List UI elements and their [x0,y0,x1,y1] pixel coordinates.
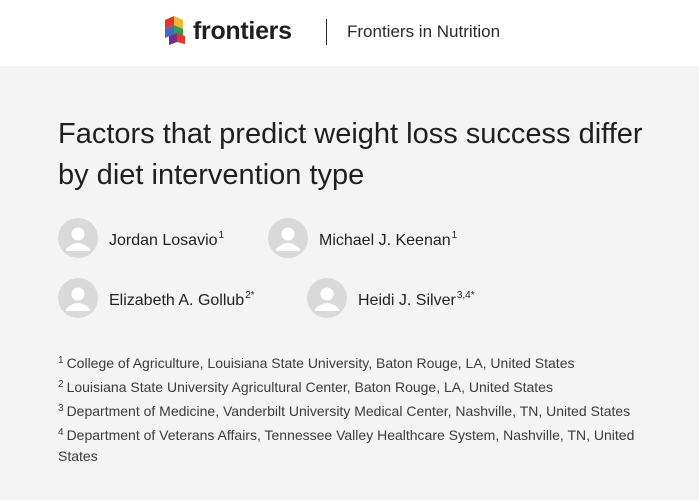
author-affiliation-ref: 1 [218,229,225,241]
author-name[interactable]: Elizabeth A. Gollub2* [109,289,255,309]
author-item[interactable]: Michael J. Keenan1 [268,218,457,258]
author-name[interactable]: Jordan Losavio1 [109,229,225,249]
user-avatar-icon [307,278,347,318]
user-avatar-icon [268,218,308,258]
author-affiliation-ref: 2* [245,289,255,301]
author-item[interactable]: Elizabeth A. Gollub2* [58,278,255,318]
affiliation-item: 4 Department of Veterans Affairs, Tenness… [58,427,635,464]
affiliation-item: 1 College of Agriculture, Louisiana State… [58,355,575,371]
affiliation-item: 3 Department of Medicine, Vanderbilt Univ… [58,403,631,419]
article-title: Factors that predict weight loss success… [58,118,643,191]
author-item[interactable]: Jordan Losavio1 [58,218,224,258]
author-item[interactable]: Heidi J. Silver3,4* [307,278,475,318]
logo-wordmark: frontiers [193,17,292,45]
author-name[interactable]: Michael J. Keenan1 [319,229,458,249]
user-avatar-icon [58,218,98,258]
author-affiliation-ref: 3,4* [456,289,475,301]
site-header: frontiers Frontiers in Nutrition [0,0,699,66]
affiliation-item: 2 Louisiana State University Agricultural… [58,379,553,395]
author-name[interactable]: Heidi J. Silver3,4* [358,289,475,309]
header-divider [326,19,327,45]
article-header: Factors that predict weight loss success… [0,66,699,500]
frontiers-logo-icon [165,16,185,45]
author-affiliation-ref: 1 [451,229,458,241]
frontiers-logo[interactable]: frontiers [163,16,292,46]
journal-name-link[interactable]: Frontiers in Nutrition [347,22,501,41]
affiliations-list: 1 College of Agriculture, Louisiana State… [58,350,658,467]
user-avatar-icon [58,278,98,318]
